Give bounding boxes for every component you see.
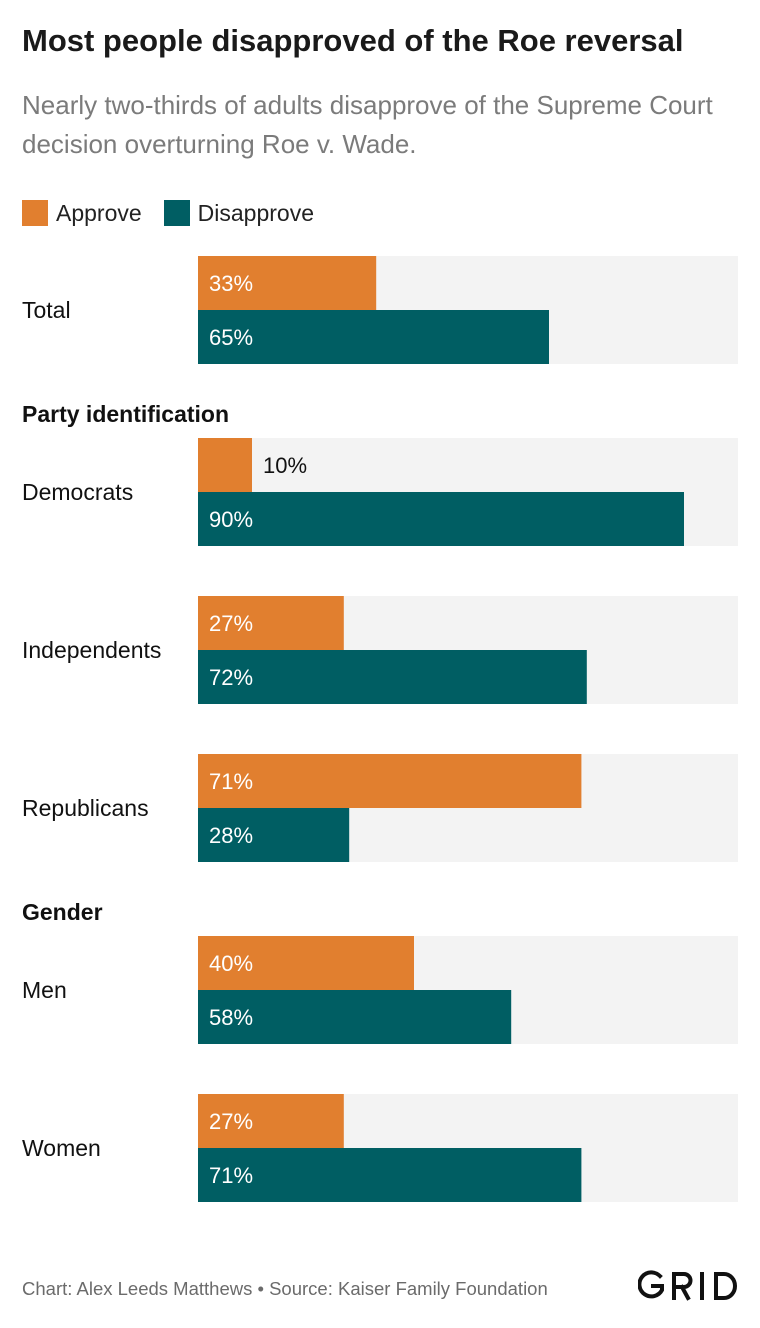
data-label-disapprove-republicans: 28% bbox=[209, 823, 253, 848]
chart-title: Most people disapproved of the Roe rever… bbox=[22, 23, 684, 58]
category-label-men: Men bbox=[22, 977, 67, 1003]
data-label-approve-men: 40% bbox=[209, 951, 253, 976]
group-heading-gender: Gender bbox=[22, 899, 103, 925]
bar-approve-independents bbox=[198, 596, 344, 650]
bar-chart: Total 33% 65% Party identification Democrats… bbox=[22, 256, 738, 1202]
bar-disapprove-independents bbox=[198, 650, 587, 704]
chart-subtitle: Nearly two-thirds of adults disapprove o… bbox=[22, 90, 713, 159]
bar-disapprove-democrats bbox=[198, 492, 684, 546]
bar-disapprove-women bbox=[198, 1148, 582, 1202]
bar-approve-women bbox=[198, 1094, 344, 1148]
legend-swatch-approve bbox=[22, 200, 48, 226]
bar-approve-total bbox=[198, 256, 377, 310]
grid-logo bbox=[638, 1270, 737, 1301]
bar-disapprove-total bbox=[198, 310, 549, 364]
bar-approve-republicans bbox=[198, 754, 582, 808]
data-label-approve-republicans: 71% bbox=[209, 769, 253, 794]
bar-disapprove-men bbox=[198, 990, 512, 1044]
legend: Approve Disapprove bbox=[22, 198, 336, 228]
data-label-disapprove-men: 58% bbox=[209, 1005, 253, 1030]
chart-credit: Chart: Alex Leeds Matthews • Source: Kai… bbox=[22, 1278, 548, 1299]
group-heading-party-identification: Party identification bbox=[22, 401, 229, 427]
data-label-approve-women: 27% bbox=[209, 1109, 253, 1134]
data-label-disapprove-women: 71% bbox=[209, 1163, 253, 1188]
category-label-republicans: Republicans bbox=[22, 795, 149, 821]
data-label-disapprove-independents: 72% bbox=[209, 665, 253, 690]
bar-approve-democrats bbox=[198, 438, 252, 492]
legend-label-approve: Approve bbox=[56, 199, 142, 226]
category-label-total: Total bbox=[22, 297, 71, 323]
data-label-approve-democrats: 10% bbox=[263, 453, 307, 478]
legend-item-disapprove: Disapprove bbox=[163, 199, 315, 227]
category-label-independents: Independents bbox=[22, 637, 161, 663]
legend-swatch-disapprove bbox=[163, 200, 190, 226]
legend-label-disapprove: Disapprove bbox=[197, 199, 315, 226]
data-label-approve-total: 33% bbox=[209, 271, 253, 296]
data-label-disapprove-democrats: 90% bbox=[209, 507, 253, 532]
data-label-disapprove-total: 65% bbox=[209, 325, 253, 350]
bar-approve-men bbox=[198, 936, 414, 990]
legend-item-approve: Approve bbox=[22, 200, 142, 227]
category-label-women: Women bbox=[22, 1135, 101, 1161]
category-label-democrats: Democrats bbox=[22, 479, 133, 505]
data-label-approve-independents: 27% bbox=[209, 611, 253, 636]
bar-disapprove-republicans bbox=[198, 808, 350, 862]
